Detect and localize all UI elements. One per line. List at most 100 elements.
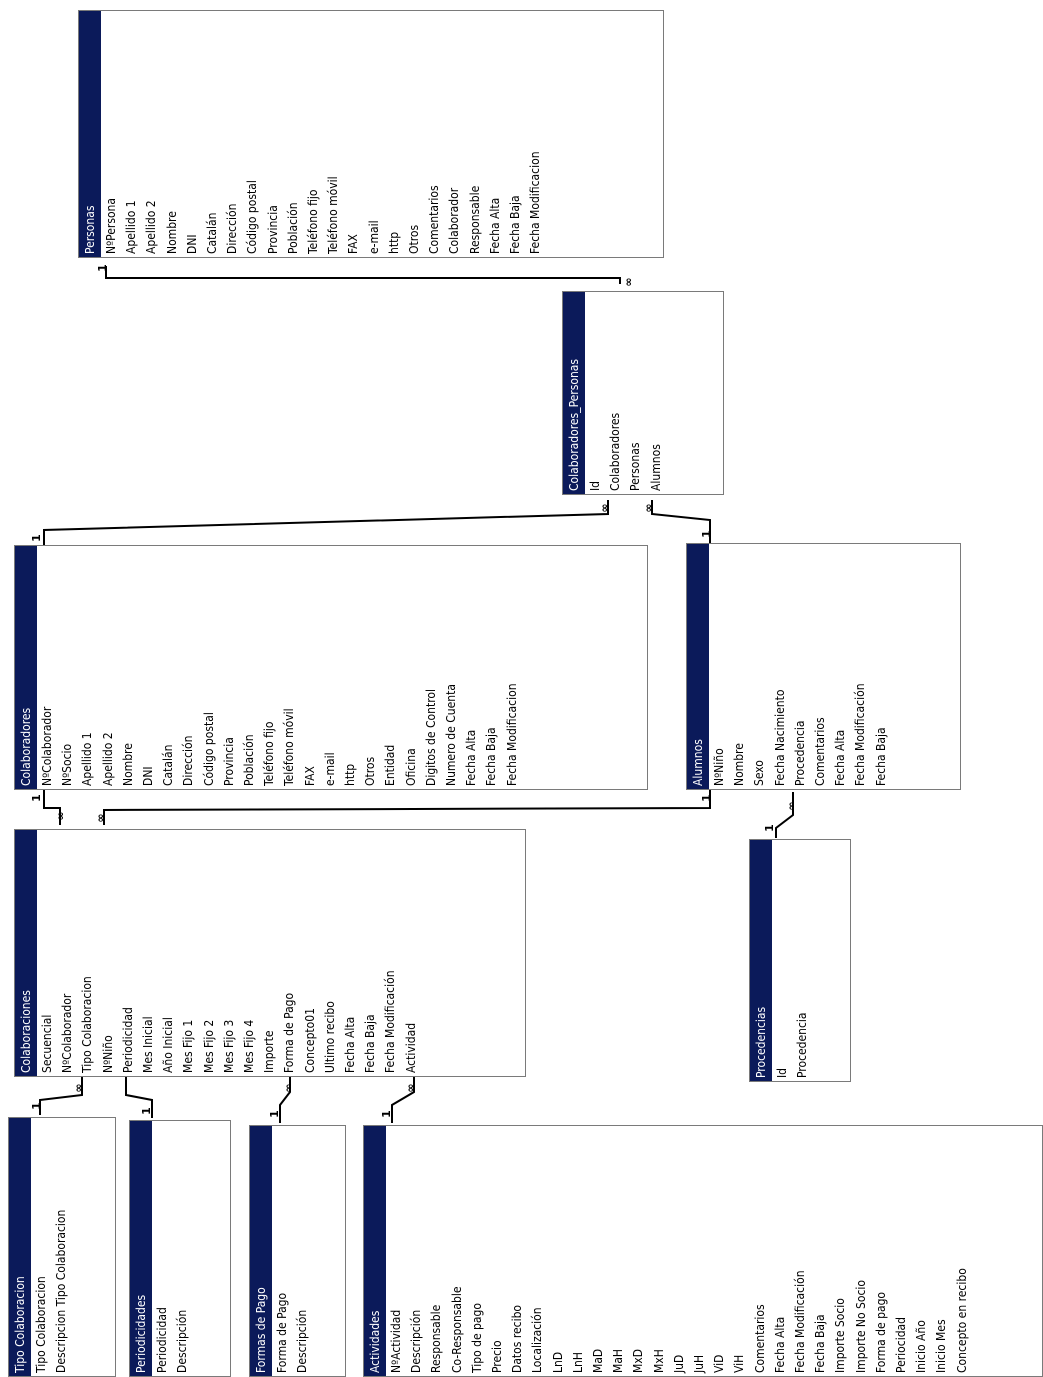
field-item[interactable]: NºColaborador	[40, 706, 54, 786]
field-item[interactable]: Fecha Nacimiento	[772, 689, 787, 787]
field-item[interactable]: e-mail	[322, 752, 337, 786]
field-item[interactable]: http	[386, 231, 401, 254]
field-item[interactable]: Fecha Alta	[343, 1016, 357, 1073]
field-item[interactable]: Periocidad	[894, 1316, 908, 1373]
field-item[interactable]: Inicio Mes	[934, 1319, 949, 1373]
field-item[interactable]: Nombre	[732, 743, 747, 786]
field-item[interactable]: Importe	[262, 1030, 277, 1073]
field-item[interactable]: Sexo	[752, 760, 767, 786]
field-item[interactable]: Procedencia	[792, 720, 807, 786]
field-item[interactable]: Fecha Alta	[487, 197, 502, 254]
field-item[interactable]: Forma de Pago	[275, 1292, 289, 1373]
table-header[interactable]: Actividades	[364, 1126, 386, 1376]
field-item[interactable]: Catalán	[205, 212, 219, 254]
field-item[interactable]: Catalán	[161, 744, 176, 786]
field-item[interactable]: MaH	[611, 1348, 626, 1373]
table-header[interactable]: Colaboradores_Personas	[563, 292, 585, 494]
field-item[interactable]: DNI	[184, 234, 199, 254]
field-item[interactable]: Mes Fijo 4	[242, 1019, 256, 1073]
field-item[interactable]: Fecha Baja	[873, 727, 888, 786]
field-item[interactable]: Población	[285, 202, 300, 254]
field-item[interactable]: Forma de pago	[873, 1291, 888, 1373]
table-formas-de-pago[interactable]: Formas de Pago Forma de Pago Descripción	[249, 1125, 346, 1377]
field-item[interactable]: LnH	[570, 1352, 585, 1373]
field-item[interactable]: Otros	[407, 224, 421, 254]
table-procedencias[interactable]: Procedencias Id Procedencia	[749, 839, 851, 1082]
field-item[interactable]: Fecha Alta	[464, 729, 479, 786]
field-item[interactable]: Apellido 1	[80, 732, 95, 786]
field-item[interactable]: Inicio Año	[914, 1320, 929, 1373]
field-item[interactable]: Ultimo recibo	[322, 1001, 337, 1073]
table-header[interactable]: Personas	[79, 11, 101, 257]
field-item[interactable]: Descripción	[409, 1309, 424, 1373]
field-item[interactable]: Mes Fijo 1	[181, 1019, 196, 1073]
field-item[interactable]: Precio	[490, 1340, 504, 1373]
field-item[interactable]: Secuencial	[40, 1014, 54, 1073]
field-item[interactable]: Teléfono fijo	[306, 189, 320, 254]
field-item[interactable]: Responsable	[429, 1304, 444, 1373]
field-item[interactable]: Dirección	[181, 735, 196, 786]
field-item[interactable]: JuH	[692, 1354, 706, 1373]
field-item[interactable]: Concepto en recibo	[954, 1268, 969, 1373]
field-item[interactable]: Procedencia	[795, 1012, 810, 1078]
field-item[interactable]: MxD	[631, 1348, 646, 1373]
field-item[interactable]: Oficina	[403, 748, 418, 786]
field-item[interactable]: Tipo Colaboracion	[80, 976, 95, 1073]
field-item[interactable]: Periodicidad	[120, 1007, 135, 1073]
field-item[interactable]: Comentarios	[427, 185, 442, 254]
table-periodicidades[interactable]: Periodicidades Periodicidad Descripción	[129, 1120, 231, 1377]
field-item[interactable]: Fecha Modificación	[793, 1270, 807, 1373]
table-header[interactable]: Periodicidades	[130, 1121, 152, 1376]
table-header[interactable]: Tipo Colaboracion	[9, 1118, 31, 1376]
field-item[interactable]: DNI	[141, 766, 155, 786]
field-item[interactable]: Fecha Baja	[813, 1314, 828, 1373]
table-tipo-colaboracion[interactable]: Tipo Colaboracion Tipo Colaboracion Descri…	[8, 1117, 116, 1377]
field-item[interactable]: MaD	[591, 1348, 605, 1373]
table-personas[interactable]: Personas NºPersona Apellido 1 Apellido 2 Nom…	[78, 10, 664, 258]
field-item[interactable]: Tipo Colaboracion	[34, 1276, 48, 1373]
field-item[interactable]: Fecha Modificacion	[528, 151, 543, 254]
field-item[interactable]: Provincia	[265, 205, 280, 254]
table-header[interactable]: Formas de Pago	[250, 1126, 272, 1376]
field-item[interactable]: Actividad	[403, 1022, 418, 1073]
field-item[interactable]: Periodicidad	[155, 1307, 169, 1373]
field-item[interactable]: Año Inicial	[161, 1017, 176, 1073]
table-header[interactable]: Colaboraciones	[15, 830, 37, 1076]
field-item[interactable]: Importe Socio	[833, 1298, 848, 1373]
field-item[interactable]: NºSocio	[60, 743, 75, 786]
field-item[interactable]: NºNiño	[100, 1035, 115, 1073]
table-actividades[interactable]: Actividades NºActividad Descripción Respons…	[363, 1125, 1043, 1377]
field-item[interactable]: Entidad	[383, 744, 398, 786]
field-item[interactable]: Fecha Baja	[508, 195, 522, 254]
field-item[interactable]: Alumnos	[648, 444, 663, 491]
field-item[interactable]: Código postal	[245, 180, 260, 254]
field-item[interactable]: Fecha Baja	[363, 1014, 378, 1073]
field-item[interactable]: Otros	[363, 756, 378, 786]
field-item[interactable]: Fecha Modificación	[383, 970, 398, 1073]
field-item[interactable]: Datos recibo	[510, 1304, 525, 1373]
field-item[interactable]: JuD	[671, 1354, 686, 1373]
field-item[interactable]: Concepto01	[302, 1008, 317, 1073]
field-item[interactable]: Tipo de pago	[469, 1303, 484, 1373]
field-item[interactable]: Colaboradores	[608, 412, 623, 491]
field-item[interactable]: Dirección	[225, 203, 240, 254]
table-colaboradores[interactable]: Colaboradores NºColaborador NºSocio Apellid…	[14, 545, 648, 790]
field-item[interactable]: Mes Fijo 2	[201, 1019, 216, 1073]
field-item[interactable]: NºActividad	[389, 1309, 403, 1373]
table-colaboraciones[interactable]: Colaboraciones Secuencial NºColaborador Tip…	[14, 829, 526, 1077]
field-item[interactable]: Código postal	[201, 712, 216, 786]
table-header[interactable]: Alumnos	[687, 544, 709, 789]
field-item[interactable]: LnD	[550, 1351, 565, 1373]
field-item[interactable]: e-mail	[366, 220, 381, 254]
field-item[interactable]: Fecha Alta	[833, 729, 848, 786]
field-item[interactable]: Fecha Alta	[772, 1316, 787, 1373]
field-item[interactable]: Descripción	[295, 1309, 310, 1373]
field-item[interactable]: Fecha Baja	[484, 727, 499, 786]
field-item[interactable]: Numero de Cuenta	[444, 684, 458, 786]
field-item[interactable]: Id	[775, 1067, 789, 1078]
field-item[interactable]: Forma de Pago	[282, 992, 297, 1073]
field-item[interactable]: Población	[242, 734, 256, 786]
field-item[interactable]: NºPersona	[104, 197, 118, 254]
field-item[interactable]: Nombre	[164, 211, 179, 254]
table-colaboradores-personas[interactable]: Colaboradores_Personas Id Colaboradores Per…	[562, 291, 724, 495]
